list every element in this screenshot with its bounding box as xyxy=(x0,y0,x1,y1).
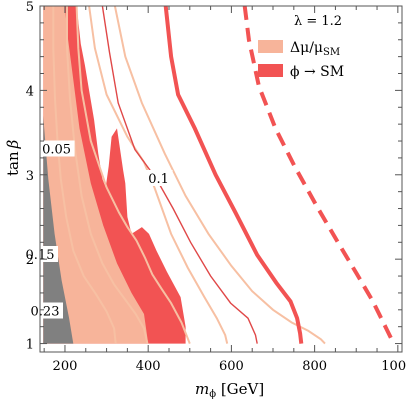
annotation-lambda: λ = 1.2 xyxy=(294,14,342,29)
region-gray_excluded xyxy=(43,115,74,344)
y-tick-label-1: 1 xyxy=(26,338,34,353)
legend-swatch-salmon xyxy=(258,40,283,53)
legend-label-0-sub: SM xyxy=(323,47,340,58)
y-tick-label-2: 2 xyxy=(26,253,34,268)
x-axis-title-unit: [GeV] xyxy=(216,380,264,398)
contour-line-0.05-0 xyxy=(88,5,229,344)
contour-label-0.1: 0.1 xyxy=(148,172,169,187)
contour-line-thin-red-5 xyxy=(101,5,258,344)
contour-label-0.23: 0.23 xyxy=(31,305,60,320)
contour-line-0.15-2 xyxy=(66,6,149,344)
contour-line-0.1-1 xyxy=(75,5,191,344)
y-axis-title-main: tan xyxy=(4,148,22,176)
x-tick-label-200: 200 xyxy=(53,359,78,374)
y-tick-label-5: 5 xyxy=(26,0,34,15)
x-axis-title-sub: ϕ xyxy=(209,389,216,400)
contour-line-thin-light-4 xyxy=(113,5,326,345)
legend: Δμ/μSM ϕ → SM xyxy=(258,40,344,80)
x-axis-title-main: m xyxy=(195,380,209,398)
x-tick-label-1000: 1000 xyxy=(381,359,407,374)
x-tick-label-600: 600 xyxy=(219,359,244,374)
x-axis-title: mϕ [GeV] xyxy=(195,380,264,400)
y-tick-label-4: 4 xyxy=(26,84,34,99)
legend-label-1: ϕ → SM xyxy=(290,64,344,80)
axis-ticks: 200 400 600 800 1000 1 2 3 4 5 xyxy=(26,0,407,374)
y-axis-title: tan β xyxy=(4,139,22,176)
contour-line-dashed-red-7 xyxy=(242,5,396,345)
y-tick-label-3: 3 xyxy=(26,169,34,184)
contour-label-bg xyxy=(144,170,173,186)
plot-border xyxy=(39,5,403,353)
y-axis-title-greek: β xyxy=(4,139,22,149)
x-tick-label-400: 400 xyxy=(136,359,161,374)
contour-lines xyxy=(52,5,396,345)
x-tick-label-800: 800 xyxy=(302,359,327,374)
contour-label-bg xyxy=(38,140,75,157)
contour-line-0.23-3 xyxy=(52,6,117,344)
contour-line-thick-red-6 xyxy=(163,5,304,344)
contour-label-bg xyxy=(27,302,63,319)
legend-label-0-main: Δμ/μ xyxy=(290,40,323,56)
legend-label-0: Δμ/μSM xyxy=(290,40,340,58)
legend-swatch-red xyxy=(258,64,283,77)
contour-label-0.05: 0.05 xyxy=(42,143,71,158)
plot-frame xyxy=(39,5,403,353)
